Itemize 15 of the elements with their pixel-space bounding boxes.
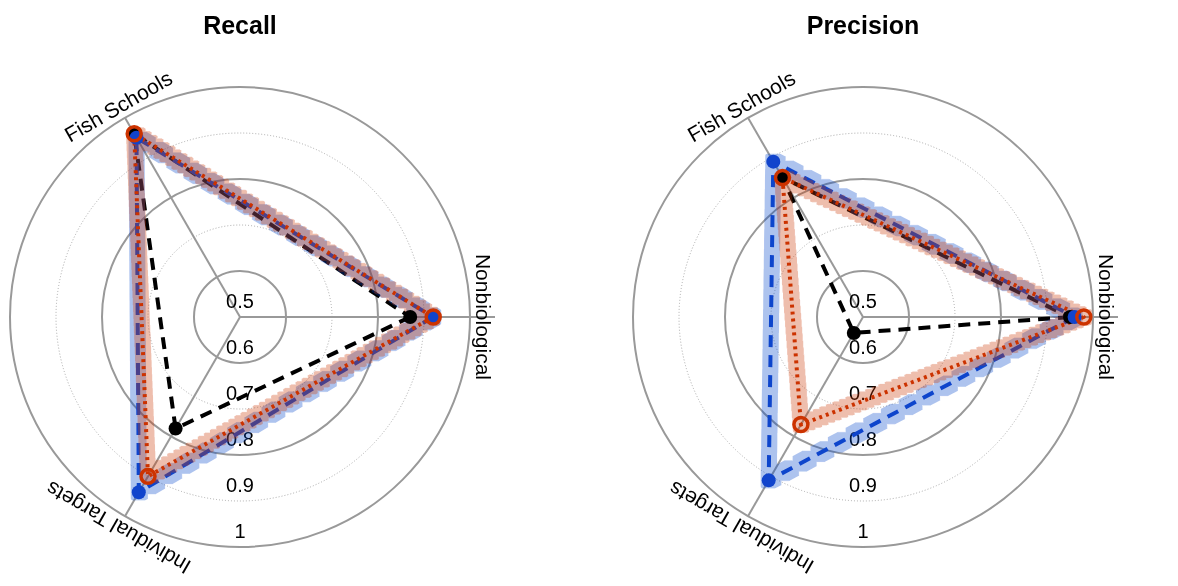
y-tick-label: 0.5 [849, 290, 877, 313]
y-tick-label: 0.9 [849, 474, 877, 497]
y-tick-label: 1 [234, 520, 246, 543]
y-tick-label: 0.6 [226, 336, 254, 359]
y-tick-label: 0.7 [226, 382, 254, 405]
y-tick-label: 0.8 [226, 428, 254, 451]
spoke-label: Nonbiological [1095, 253, 1118, 381]
chart-title: Precision [806, 11, 920, 39]
y-tick-label: 0.5 [226, 290, 254, 313]
y-tick-label: 1 [857, 520, 869, 543]
chart-title: Recall [203, 11, 277, 39]
spoke-label: Nonbiological [472, 253, 495, 381]
y-tick-label: 0.7 [849, 382, 877, 405]
y-tick-label: 0.9 [226, 474, 254, 497]
y-tick-label: 0.6 [849, 336, 877, 359]
